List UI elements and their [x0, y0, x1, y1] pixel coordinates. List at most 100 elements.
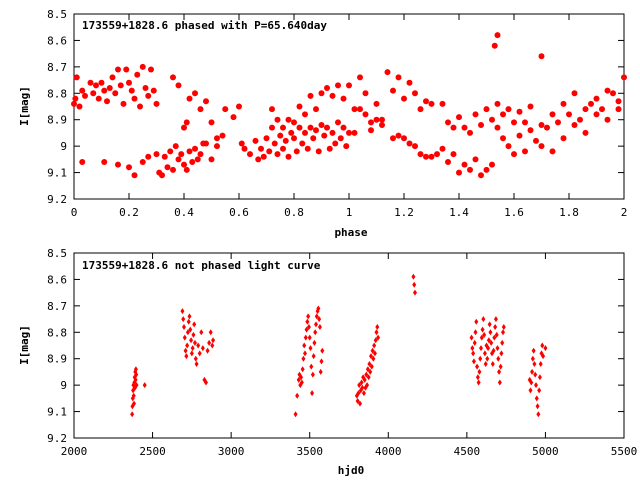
data-point: [335, 119, 341, 126]
data-point: [560, 100, 567, 107]
x-tick-label: 2000: [61, 445, 88, 458]
y-tick-label: 8.9: [47, 353, 67, 366]
data-point: [109, 74, 116, 81]
data-point: [522, 119, 528, 126]
y-tick-label: 9.1: [47, 167, 67, 180]
data-point: [536, 411, 541, 418]
data-point: [337, 135, 344, 142]
data-point: [412, 90, 418, 97]
data-point: [621, 74, 627, 81]
data-point: [317, 324, 322, 330]
data-point: [260, 153, 267, 160]
data-point: [183, 347, 188, 354]
data-point: [305, 318, 310, 325]
data-point: [319, 358, 324, 365]
data-point: [310, 371, 315, 378]
data-point: [318, 368, 323, 375]
data-point: [200, 140, 207, 147]
x-tick-label: 0.8: [284, 206, 304, 219]
data-point: [486, 337, 491, 344]
data-point: [153, 100, 160, 107]
data-point: [379, 116, 385, 123]
data-point: [219, 132, 226, 139]
data-point: [87, 79, 94, 86]
data-point: [123, 66, 130, 73]
data-point: [211, 337, 216, 344]
data-point: [106, 85, 113, 91]
data-point: [314, 313, 319, 320]
data-point: [538, 53, 545, 60]
data-point: [346, 82, 352, 89]
data-point: [192, 145, 198, 152]
data-point: [186, 318, 191, 325]
data-point: [412, 143, 418, 150]
data-point: [204, 379, 208, 386]
x-tick-label: 0.2: [119, 206, 139, 219]
data-point: [191, 331, 196, 338]
data-point: [182, 334, 187, 341]
data-point: [369, 353, 373, 360]
y-tick-label: 8.6: [47, 34, 67, 47]
data-point: [263, 135, 270, 142]
data-point: [274, 151, 281, 158]
data-point: [538, 122, 545, 128]
data-point: [139, 63, 146, 70]
data-point: [423, 153, 429, 160]
data-point: [170, 166, 176, 173]
data-point: [309, 363, 314, 370]
data-point: [200, 345, 205, 352]
data-point: [534, 395, 539, 402]
data-point: [467, 166, 473, 173]
data-point: [494, 124, 501, 131]
data-point: [604, 87, 611, 94]
y-tick-label: 9.2: [47, 193, 67, 206]
data-point: [317, 316, 322, 323]
x-tick-label: 2: [621, 206, 628, 219]
data-point: [194, 361, 199, 367]
data-point: [189, 350, 194, 357]
data-point: [467, 129, 473, 136]
x-tick-label: 2500: [139, 445, 166, 458]
data-point: [368, 368, 373, 375]
data-point: [131, 95, 138, 102]
data-point: [373, 116, 380, 123]
data-point: [197, 350, 202, 357]
data-point: [439, 145, 446, 152]
x-tick-label: 5500: [611, 445, 638, 458]
y-tick-label: 8.7: [47, 61, 67, 74]
data-point: [299, 374, 304, 381]
data-point: [183, 119, 190, 126]
data-point: [544, 124, 550, 131]
data-point: [183, 166, 190, 173]
data-point: [376, 334, 381, 341]
data-point: [395, 74, 402, 81]
data-point: [145, 92, 152, 99]
data-point: [159, 172, 165, 179]
data-point: [126, 79, 132, 86]
data-point: [469, 334, 474, 341]
data-point: [473, 329, 478, 336]
data-point: [494, 331, 499, 338]
data-point: [477, 368, 482, 375]
data-point: [320, 347, 325, 354]
data-point: [461, 161, 468, 168]
data-point: [185, 329, 190, 336]
data-point: [181, 316, 186, 323]
data-point: [390, 87, 396, 94]
data-point: [79, 87, 86, 94]
data-point: [361, 390, 366, 397]
data-point: [343, 143, 350, 150]
y-tick-label: 9: [60, 140, 67, 153]
data-point: [293, 148, 300, 155]
data-point: [167, 148, 174, 155]
data-point: [95, 95, 102, 102]
data-point: [153, 151, 160, 158]
unphased-light-curve-panel: 173559+1828.6 not phased light curve hjd…: [18, 247, 637, 477]
data-point: [471, 358, 476, 365]
data-point: [375, 324, 380, 330]
y-tick-label: 8.8: [47, 326, 67, 339]
data-point: [516, 108, 523, 115]
data-point: [340, 95, 347, 102]
data-point: [491, 42, 498, 49]
data-point: [490, 361, 495, 367]
